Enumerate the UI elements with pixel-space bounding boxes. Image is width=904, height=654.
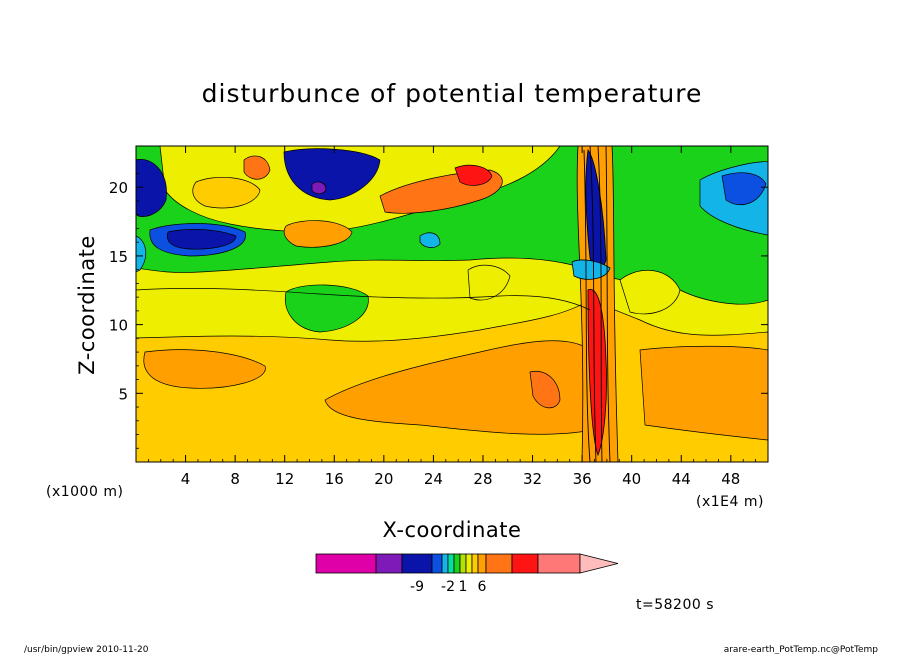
x-unit-label: (x1E4 m): [696, 494, 764, 510]
y-unit-label: (x1000 m): [46, 484, 123, 500]
colorbar-tick-label: -2: [441, 579, 455, 595]
x-tick-label: 32: [523, 470, 542, 488]
colorbar-segment: [315, 553, 377, 574]
x-axis: 4 8 12 16 20 24 28 32 36 40 44 48: [135, 146, 769, 488]
x-tick-label: 12: [275, 470, 294, 488]
colorbar-segment: [401, 553, 433, 574]
colorbar-tick-label: 1: [459, 579, 468, 595]
plot-frame: [135, 145, 769, 463]
x-tick-label: 16: [325, 470, 344, 488]
y-axis-label: Z-coordinate: [75, 235, 99, 375]
x-tick-label: 48: [721, 470, 740, 488]
colorbar-segment: [431, 553, 443, 574]
colorbar-segment: [459, 553, 467, 574]
colorbar-segment: [447, 553, 455, 574]
y-tick-label: 5: [118, 385, 128, 403]
colorbar-segment: [537, 553, 581, 574]
colorbar-segment: [477, 553, 487, 574]
x-tick-label: 8: [230, 470, 240, 488]
footer-left: /usr/bin/gpview 2010-11-20: [24, 645, 149, 654]
x-tick-label: 40: [622, 470, 641, 488]
x-axis-label: X-coordinate: [383, 518, 522, 542]
chart-title: disturbunce of potential temperature: [202, 79, 703, 108]
colorbar-tick-label: 6: [478, 579, 487, 595]
colorbar-segment: [453, 553, 461, 574]
colorbar-segment: [471, 553, 479, 574]
x-tick-label: 36: [573, 470, 592, 488]
y-tick-label: 20: [109, 179, 128, 197]
x-tick-label: 28: [473, 470, 492, 488]
colorbar-segment: [375, 553, 403, 574]
colorbar: -9 -2 1 6: [315, 553, 619, 595]
x-tick-label: 20: [374, 470, 393, 488]
y-tick-label: 10: [109, 317, 128, 335]
x-tick-label: 44: [672, 470, 691, 488]
colorbar-segment: [511, 553, 539, 574]
contour-field: [136, 146, 768, 462]
colorbar-extension: [579, 553, 619, 574]
colorbar-segment: [465, 553, 473, 574]
x-tick-label: 24: [424, 470, 443, 488]
colorbar-segment: [441, 553, 449, 574]
colorbar-tick-label: -9: [410, 579, 424, 595]
y-axis: 5 10 15 20: [109, 145, 768, 463]
time-label: t=58200 s: [636, 597, 714, 613]
colorbar-segment: [485, 553, 513, 574]
y-tick-label: 15: [109, 248, 128, 266]
footer-right: arare-earth_PotTemp.nc@PotTemp: [724, 645, 879, 654]
x-tick-label: 4: [181, 470, 191, 488]
